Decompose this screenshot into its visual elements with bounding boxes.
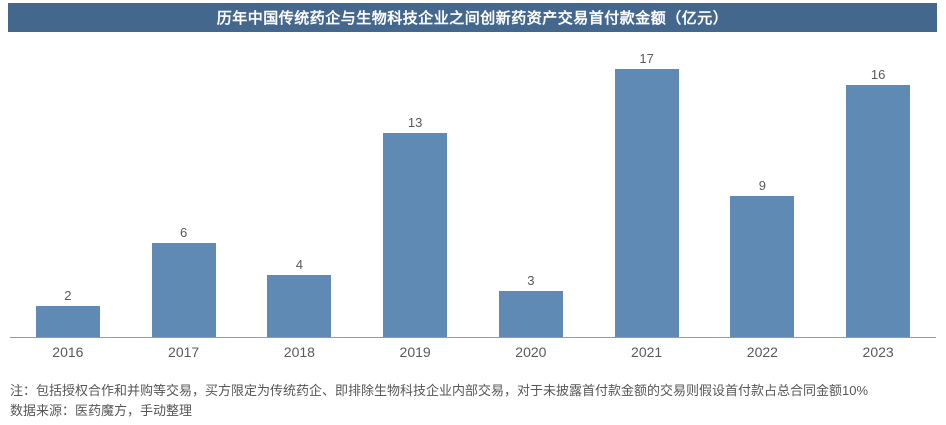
x-axis-tick-label: 2020 <box>515 344 547 360</box>
x-axis-labels: 2016 2017 2018 2019 2020 2021 2022 2023 <box>10 344 936 360</box>
x-axis-tick-label: 2018 <box>283 344 315 360</box>
x-axis-tick-label: 2019 <box>399 344 431 360</box>
bar <box>267 275 332 338</box>
bar-value-label: 2 <box>64 288 72 303</box>
x-axis-tick-label: 2016 <box>52 344 84 360</box>
chart-title: 历年中国传统药企与生物科技企业之间创新药资产交易首付款金额（亿元） <box>216 10 729 27</box>
bar-group: 3 <box>473 273 589 338</box>
bar <box>35 306 100 338</box>
chart-title-bar: 历年中国传统药企与生物科技企业之间创新药资产交易首付款金额（亿元） <box>8 3 937 32</box>
bar <box>730 196 795 338</box>
x-axis-tick-label: 2021 <box>631 344 663 360</box>
bar-group: 16 <box>820 67 936 338</box>
bar-group: 4 <box>242 257 358 338</box>
bar <box>614 69 679 338</box>
bar <box>151 243 216 338</box>
bar-value-label: 3 <box>527 273 535 288</box>
x-axis-tick-label: 2017 <box>168 344 200 360</box>
bar-value-label: 9 <box>758 178 766 193</box>
bar <box>498 291 563 338</box>
plot-area: 2 6 4 13 3 17 9 16 <box>10 46 936 338</box>
source-line: 数据来源：医药魔方，手动整理 <box>10 403 193 418</box>
bar-value-label: 17 <box>639 51 654 66</box>
footnotes: 注：包括授权合作和并购等交易，买方限定为传统药企、即排除生物科技企业内部交易，对… <box>10 381 936 421</box>
bar-value-label: 4 <box>295 257 303 272</box>
x-axis-tick-label: 2023 <box>862 344 894 360</box>
bar-value-label: 13 <box>407 115 423 130</box>
bar <box>383 133 448 338</box>
bar-value-label: 16 <box>870 67 886 82</box>
bar-group: 9 <box>705 178 821 338</box>
x-axis-line <box>10 337 936 338</box>
bar-group: 17 <box>589 51 705 338</box>
note-line: 注：包括授权合作和并购等交易，买方限定为传统药企、即排除生物科技企业内部交易，对… <box>10 383 869 398</box>
bar-value-label: 6 <box>180 225 188 240</box>
bar-group: 6 <box>126 225 242 338</box>
bar-group: 2 <box>10 288 126 338</box>
x-axis-tick-label: 2022 <box>746 344 778 360</box>
bar <box>846 85 911 338</box>
bar-group: 13 <box>357 115 473 338</box>
